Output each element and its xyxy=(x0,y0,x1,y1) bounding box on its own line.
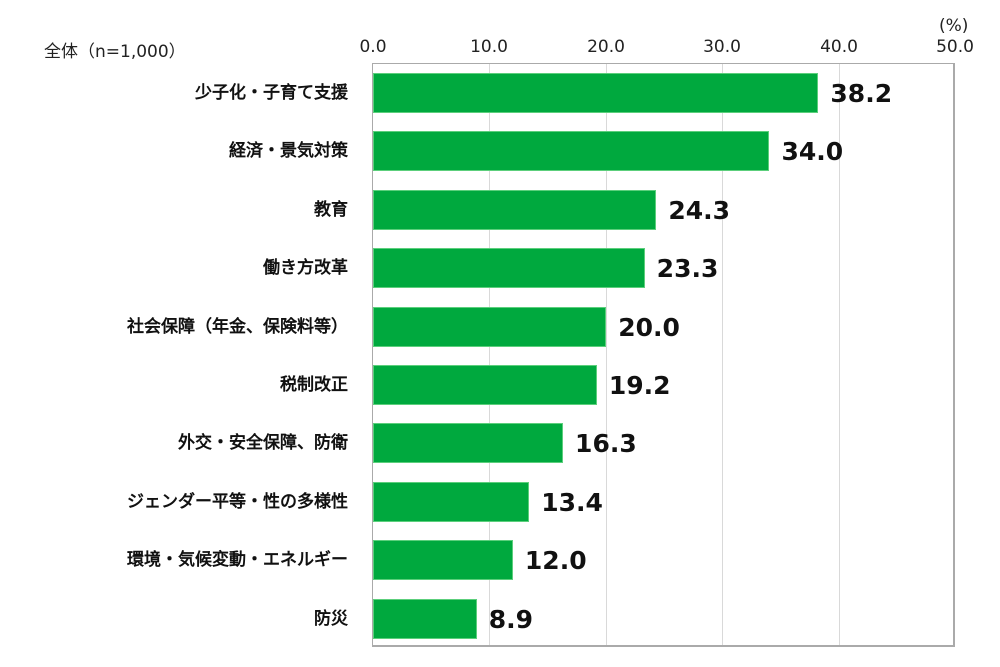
value-label: 12.0 xyxy=(524,546,587,576)
value-label: 38.2 xyxy=(830,79,893,108)
bar xyxy=(373,365,597,405)
bar-row: 税制改正 19.2 xyxy=(0,365,1000,405)
bar xyxy=(373,248,645,289)
bar xyxy=(373,73,819,113)
gridline xyxy=(489,64,490,645)
category-label: 外交・安全保障、防衛 xyxy=(178,433,348,454)
bar-row: ジェンダー平等・性の多様性 13.4 xyxy=(0,481,1000,522)
plot-area xyxy=(372,63,955,647)
x-tick: 30.0 xyxy=(703,37,741,57)
x-tick: 20.0 xyxy=(587,37,625,57)
category-label: 環境・気候変動・エネルギー xyxy=(127,550,348,571)
category-label: 税制改正 xyxy=(280,375,348,395)
value-label: 8.9 xyxy=(488,604,534,634)
bar-row: 防災 8.9 xyxy=(0,598,1000,639)
gridline xyxy=(839,64,840,645)
category-label: 働き方改革 xyxy=(263,258,348,279)
bar xyxy=(373,423,564,464)
x-tick: 10.0 xyxy=(470,37,508,57)
category-label: 教育 xyxy=(314,199,348,220)
gridline xyxy=(722,64,723,645)
value-label: 24.3 xyxy=(668,195,731,225)
bar-row: 少子化・子育て支援 38.2 xyxy=(0,73,1000,113)
category-label: 少子化・子育て支援 xyxy=(195,83,348,103)
value-label: 16.3 xyxy=(575,429,637,459)
bar xyxy=(373,189,657,230)
x-axis-ticks: 0.0 10.0 20.0 30.0 40.0 50.0 xyxy=(0,37,1000,59)
bar-row: 社会保障（年金、保険料等） 20.0 xyxy=(0,306,1000,347)
bar xyxy=(373,131,770,172)
bar-row: 経済・景気対策 34.0 xyxy=(0,131,1000,172)
value-label: 13.4 xyxy=(541,487,603,517)
value-label: 34.0 xyxy=(781,137,844,167)
gridline xyxy=(606,64,607,645)
value-label: 20.0 xyxy=(618,312,680,342)
value-label: 23.3 xyxy=(656,254,719,284)
category-label: 防災 xyxy=(314,608,348,629)
sample-size-label: 全体（n=1,000） xyxy=(44,42,186,62)
bar-row: 環境・気候変動・エネルギー 12.0 xyxy=(0,540,1000,581)
value-label: 19.2 xyxy=(608,371,671,400)
x-tick: 40.0 xyxy=(820,37,858,57)
bar-row: 働き方改革 23.3 xyxy=(0,248,1000,289)
category-label: 経済・景気対策 xyxy=(229,141,348,162)
category-label: ジェンダー平等・性の多様性 xyxy=(127,491,348,512)
bar xyxy=(373,540,513,581)
x-tick: 50.0 xyxy=(936,37,974,57)
unit-label: (%) xyxy=(939,16,969,36)
bar-row: 外交・安全保障、防衛 16.3 xyxy=(0,423,1000,464)
bar xyxy=(373,481,530,522)
bar-row: 教育 24.3 xyxy=(0,189,1000,230)
bar xyxy=(373,598,477,639)
x-tick: 0.0 xyxy=(359,37,387,57)
category-label: 社会保障（年金、保険料等） xyxy=(127,316,348,337)
bar xyxy=(373,306,607,347)
